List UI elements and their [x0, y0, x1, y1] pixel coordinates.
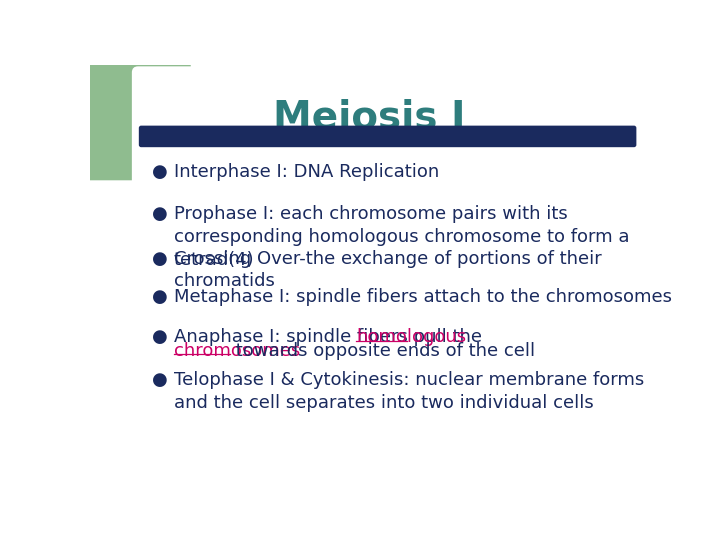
FancyBboxPatch shape [82, 53, 191, 180]
Text: Anaphase I: spindle fibers pull the: Anaphase I: spindle fibers pull the [174, 328, 487, 346]
Text: chromosomes: chromosomes [174, 342, 300, 360]
FancyBboxPatch shape [139, 126, 636, 147]
FancyBboxPatch shape [132, 66, 647, 464]
Text: homologous: homologous [356, 328, 467, 346]
Text: Interphase I: DNA Replication: Interphase I: DNA Replication [174, 164, 439, 181]
Text: ●: ● [152, 205, 168, 223]
Text: Metaphase I: spindle fibers attach to the chromosomes: Metaphase I: spindle fibers attach to th… [174, 288, 672, 306]
Text: towards opposite ends of the cell: towards opposite ends of the cell [230, 342, 535, 360]
Text: Crossing Over-the exchange of portions of their
chromatids: Crossing Over-the exchange of portions o… [174, 249, 601, 291]
Text: Telophase I & Cytokinesis: nuclear membrane forms
and the cell separates into tw: Telophase I & Cytokinesis: nuclear membr… [174, 372, 644, 412]
Text: ●: ● [152, 372, 168, 389]
Text: ●: ● [152, 288, 168, 306]
Text: ●: ● [152, 164, 168, 181]
Text: Prophase I: each chromosome pairs with its
corresponding homologous chromosome t: Prophase I: each chromosome pairs with i… [174, 205, 629, 269]
Text: Meiosis I: Meiosis I [273, 98, 465, 136]
Text: ●: ● [152, 249, 168, 268]
Text: ●: ● [152, 328, 168, 346]
